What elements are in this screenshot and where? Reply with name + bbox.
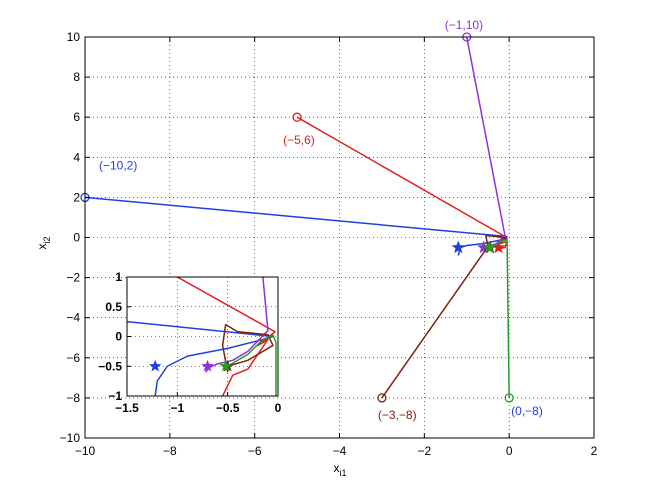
main-start-label: (−3,−8) [378,408,417,422]
main-y-tick-label: −6 [66,351,80,365]
inset-end-star [219,359,232,372]
main-start-marker [504,393,514,403]
main-x-tick-label: −6 [248,444,262,458]
inset-x-tick-label: −1 [170,401,184,415]
main-series-line [488,238,510,398]
main-start-label: (0,−8) [511,404,543,418]
main-end-star [482,240,496,254]
inset-y-tick-label: −0.5 [98,359,122,373]
inset-chart: −1.5 −1 −0.5 0−1−0.500.51 [98,270,281,415]
main-start-label: (−1,10) [445,18,483,32]
inset-x-tick-label: −1.5 [115,401,139,415]
main-x-tick-label: −4 [333,444,347,458]
main-start-label: (−10,2) [99,158,137,172]
main-y-tick-label: 2 [73,190,80,204]
main-start-marker [377,393,387,403]
inset-background [126,276,279,397]
y-axis-label: xi2 [35,236,52,249]
main-start-marker [292,112,302,122]
main-y-tick-label: −2 [66,271,80,285]
inset-y-tick-label: 1 [115,270,122,284]
inset-end-star [201,359,214,372]
main-x-tick-label: 0 [506,444,513,458]
inset-x-tick-label: 0 [275,401,282,415]
main-series-line [84,196,508,256]
main-series [80,32,514,403]
main-end-star [477,240,491,254]
main-y-tick-label: −4 [66,311,80,325]
inset-end-star [149,359,162,372]
inset-series-line [227,334,277,396]
inset-x-tick-label: −0.5 [216,401,240,415]
main-x-tick-label: 2 [591,444,598,458]
main-y-tick-label: 8 [73,70,80,84]
main-y-tick-label: −10 [60,431,81,445]
inset-y-tick-label: 0.5 [105,300,122,314]
main-end-star [451,240,465,254]
main-series-line [466,36,506,249]
main-y-tick-label: −8 [66,391,80,405]
main-x-tick-label: −8 [163,444,177,458]
main-start-label: (−5,6) [283,133,315,147]
main-y-tick-label: 0 [73,231,80,245]
main-x-tick-label: −10 [75,444,96,458]
main-x-tick-label: −2 [417,444,431,458]
inset-series-line [127,320,274,396]
x-axis-label: xi1 [333,461,346,478]
inset-y-tick-label: −1 [108,389,122,403]
inset-series-line [221,323,274,373]
main-end-star [491,240,506,254]
main-series-line [381,234,508,399]
inset-y-tick-label: 0 [115,330,122,344]
main-start-labels: (−10,2) (−5,6) (−1,10) (−3,−8) (0,−8) [99,18,543,422]
main-series-line [296,116,508,250]
inset-series [127,277,277,396]
main-y-tick-label: 4 [73,150,80,164]
inset-series-line [176,277,276,396]
main-y-tick-label: 6 [73,110,80,124]
main-y-tick-label: 10 [67,30,81,44]
